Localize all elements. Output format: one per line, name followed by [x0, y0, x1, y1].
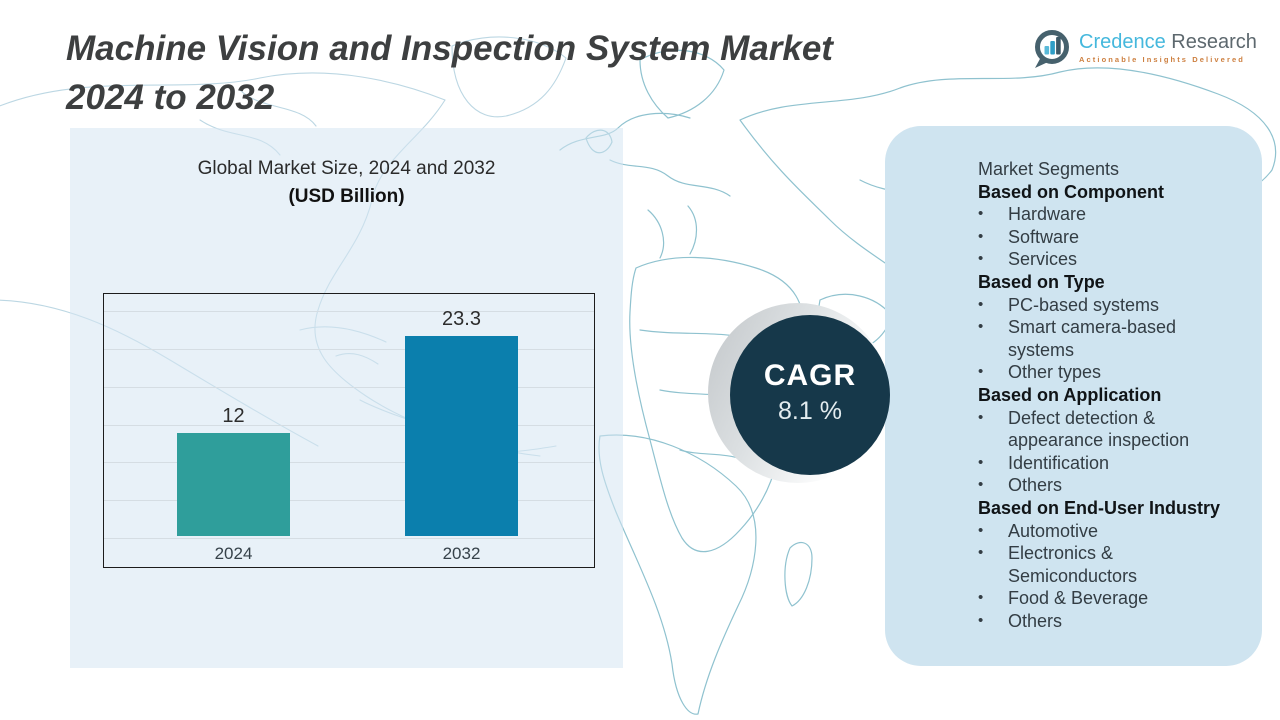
bullet-icon: • — [978, 453, 984, 471]
segment-item: • Others — [978, 474, 1242, 497]
segment-group-heading: Based on Component — [978, 181, 1165, 202]
gridline — [104, 386, 594, 388]
segment-item-text: Other types — [1008, 362, 1102, 383]
segment-item-text: Others — [1008, 475, 1063, 496]
segment-item-text: Identification — [1008, 452, 1110, 473]
segment-item-text: Defect detection & appearance inspection — [1008, 407, 1190, 451]
bar-column-2032: 23.3 2032 — [405, 308, 518, 563]
segment-item: • Food & Beverage — [978, 587, 1242, 610]
chart-subtitle: (USD Billion) — [288, 186, 405, 207]
bullet-icon: • — [978, 589, 984, 607]
bar-value-label: 23.3 — [442, 308, 481, 330]
segment-item: • Others — [978, 610, 1242, 633]
page-title: Machine Vision and Inspection System Mar… — [66, 24, 833, 122]
segment-groups: Based on Component • Hardware • Software • Ser… — [978, 181, 1242, 633]
segment-item-text: Automotive — [1008, 520, 1099, 541]
bullet-icon: • — [978, 363, 984, 381]
bullet-icon: • — [978, 205, 984, 223]
bullet-icon: • — [978, 408, 984, 426]
bullet-icon: • — [978, 227, 984, 245]
bullet-icon: • — [978, 295, 984, 313]
bar-value-label: 12 — [222, 405, 245, 427]
segment-item: • Hardware — [978, 203, 1242, 226]
bar-2032 — [405, 336, 518, 536]
bullet-icon: • — [978, 611, 984, 629]
cagr-badge: CAGR 8.1 % — [730, 315, 890, 475]
segment-item: • Defect detection & appearance inspectio… — [978, 407, 1242, 452]
gridline — [104, 462, 594, 464]
segment-group-heading: Based on Application — [978, 384, 1162, 405]
gridline — [104, 538, 594, 539]
segment-item-text: PC-based systems — [1008, 294, 1160, 315]
market-segments-panel: Market Segments Based on Component • Hardw… — [885, 126, 1262, 666]
bar-column-2024: 12 2024 — [177, 405, 290, 563]
bar-2024 — [177, 433, 290, 536]
chart-title: Global Market Size, 2024 and 2032 — [197, 158, 496, 179]
cagr-value: 8.1 % — [778, 397, 842, 425]
page-title-line1: Machine Vision and Inspection System Mar… — [66, 29, 833, 68]
gridline — [104, 500, 594, 502]
cagr-label: CAGR — [763, 359, 857, 392]
segment-item-text: Software — [1008, 226, 1080, 247]
bullet-icon: • — [978, 318, 984, 336]
bullet-icon: • — [978, 476, 984, 494]
segment-item: • Identification — [978, 452, 1242, 475]
segment-item: • Smart camera-based systems — [978, 316, 1242, 361]
credence-research-logo: Credence Research Actionable Insights De… — [1032, 28, 1257, 70]
bullet-icon: • — [978, 521, 984, 539]
segment-item: • Automotive — [978, 520, 1242, 543]
segment-item-text: Hardware — [1008, 204, 1087, 225]
segment-item-text: Services — [1008, 249, 1078, 270]
market-size-panel: Global Market Size, 2024 and 2032 (USD B… — [70, 128, 623, 668]
segment-item-text: Others — [1008, 610, 1063, 631]
bar-chart-bubble-icon — [1035, 30, 1069, 68]
segments-title: Market Segments — [978, 159, 1120, 179]
segment-item-text: Smart camera-based systems — [1008, 317, 1177, 360]
bar-category-label: 2024 — [214, 544, 253, 563]
segment-group-heading: Based on Type — [978, 271, 1105, 292]
segment-item: • Services — [978, 248, 1242, 271]
gridline — [104, 348, 594, 350]
brand-name-credence: Credence — [1079, 31, 1166, 53]
segment-item: • Electronics & Semiconductors — [978, 542, 1242, 587]
logo-text: Credence Research Actionable Insights De… — [1079, 28, 1257, 64]
logo-tagline: Actionable Insights Delivered — [1079, 55, 1245, 64]
brand-name-research: Research — [1171, 31, 1257, 53]
segment-item: • Software — [978, 226, 1242, 249]
segment-item: • PC-based systems — [978, 294, 1242, 317]
bullet-icon: • — [978, 544, 984, 562]
segment-item-text: Electronics & Semiconductors — [1008, 543, 1138, 586]
bar-category-label: 2032 — [442, 544, 481, 563]
gridline — [104, 424, 594, 426]
segment-item: • Other types — [978, 361, 1242, 384]
page-title-line2: 2024 to 2032 — [66, 78, 275, 117]
chart-bars: 12 2024 23.3 2032 — [104, 294, 594, 563]
gridline — [104, 311, 594, 312]
bar-chart: 12 2024 23.3 2032 — [103, 293, 595, 568]
bullet-icon: • — [978, 250, 984, 268]
segment-item-text: Food & Beverage — [1008, 588, 1149, 609]
segment-group-heading: Based on End-User Industry — [978, 497, 1221, 518]
